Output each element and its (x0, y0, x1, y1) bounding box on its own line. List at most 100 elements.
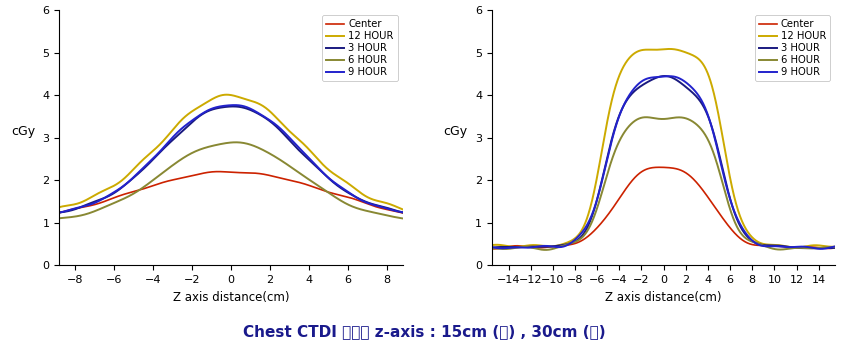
9 HOUR (217, 104, 227, 108)
6 HOUR (54, 216, 64, 220)
9 HOUR (830, 244, 840, 248)
12 HOUR (337, 177, 347, 181)
3 HOUR (228, 104, 238, 109)
Center (571, 241, 581, 245)
9 HOUR (54, 210, 64, 215)
Center (797, 245, 807, 249)
12 HOUR (487, 243, 497, 247)
12 HOUR (241, 97, 251, 101)
Center (655, 165, 665, 169)
3 HOUR (259, 115, 270, 119)
12 HOUR (713, 110, 723, 114)
6 HOUR (830, 245, 840, 250)
9 HOUR (259, 115, 270, 119)
6 HOUR (398, 216, 408, 221)
Center (713, 209, 723, 214)
12 HOUR (398, 207, 408, 211)
9 HOUR (337, 185, 347, 190)
3 HOUR (660, 74, 670, 78)
Center (595, 222, 605, 226)
6 HOUR (572, 239, 582, 243)
9 HOUR (755, 243, 765, 247)
12 HOUR (259, 105, 270, 109)
6 HOUR (259, 149, 270, 153)
6 HOUR (596, 194, 606, 198)
6 HOUR (641, 115, 651, 119)
Line: Center: Center (59, 172, 403, 213)
9 HOUR (797, 245, 807, 249)
6 HOUR (797, 246, 807, 250)
9 HOUR (390, 209, 400, 213)
6 HOUR (220, 141, 230, 146)
Center (830, 246, 840, 250)
3 HOUR (755, 242, 765, 246)
9 HOUR (241, 105, 251, 109)
X-axis label: Z axis distance(cm): Z axis distance(cm) (605, 290, 722, 304)
Y-axis label: cGy: cGy (11, 125, 35, 138)
12 HOUR (220, 93, 230, 97)
Center (337, 193, 347, 198)
3 HOUR (571, 239, 581, 243)
Center (487, 247, 497, 251)
Center (398, 211, 408, 215)
9 HOUR (220, 104, 230, 108)
9 HOUR (571, 237, 581, 241)
Y-axis label: cGy: cGy (444, 125, 468, 138)
3 HOUR (241, 106, 251, 110)
12 HOUR (797, 245, 807, 249)
Center (54, 211, 64, 215)
3 HOUR (220, 105, 230, 109)
Center (755, 243, 765, 247)
Line: 9 HOUR: 9 HOUR (59, 105, 403, 213)
9 HOUR (230, 103, 240, 107)
3 HOUR (390, 208, 400, 213)
Text: Chest CTDI 측정값 z-axis : 15cm (좌) , 30cm (우): Chest CTDI 측정값 z-axis : 15cm (좌) , 30cm … (243, 324, 605, 339)
12 HOUR (221, 92, 232, 97)
6 HOUR (540, 248, 550, 252)
Line: 6 HOUR: 6 HOUR (492, 117, 835, 250)
6 HOUR (390, 215, 400, 219)
3 HOUR (54, 210, 64, 215)
6 HOUR (584, 225, 594, 230)
6 HOUR (755, 242, 765, 246)
6 HOUR (487, 246, 497, 250)
3 HOUR (830, 246, 840, 250)
9 HOUR (595, 185, 605, 189)
9 HOUR (398, 210, 408, 214)
3 HOUR (595, 184, 605, 188)
12 HOUR (571, 236, 581, 240)
3 HOUR (337, 186, 347, 191)
12 HOUR (830, 245, 840, 249)
9 HOUR (816, 247, 826, 251)
Center (241, 171, 251, 175)
12 HOUR (791, 246, 801, 250)
12 HOUR (755, 240, 765, 245)
3 HOUR (820, 246, 830, 250)
Line: 12 HOUR: 12 HOUR (492, 49, 835, 248)
6 HOUR (241, 141, 251, 146)
Center (390, 209, 400, 213)
12 HOUR (217, 93, 227, 97)
3 HOUR (487, 246, 497, 250)
Line: 3 HOUR: 3 HOUR (492, 76, 835, 248)
9 HOUR (664, 74, 674, 78)
6 HOUR (713, 166, 723, 170)
Line: 9 HOUR: 9 HOUR (492, 76, 835, 249)
Line: 12 HOUR: 12 HOUR (59, 95, 403, 209)
12 HOUR (665, 47, 675, 51)
Center (218, 170, 228, 174)
6 HOUR (231, 140, 241, 144)
9 HOUR (487, 245, 497, 249)
Center (213, 170, 223, 174)
Legend: Center, 12 HOUR, 3 HOUR, 6 HOUR, 9 HOUR: Center, 12 HOUR, 3 HOUR, 6 HOUR, 9 HOUR (755, 15, 830, 81)
9 HOUR (713, 149, 723, 153)
Center (259, 172, 270, 177)
Line: Center: Center (492, 167, 835, 249)
Legend: Center, 12 HOUR, 3 HOUR, 6 HOUR, 9 HOUR: Center, 12 HOUR, 3 HOUR, 6 HOUR, 9 HOUR (322, 15, 398, 81)
3 HOUR (398, 210, 408, 215)
12 HOUR (54, 205, 64, 209)
9 HOUR (583, 220, 594, 224)
Center (220, 170, 231, 174)
3 HOUR (713, 147, 723, 151)
Line: 6 HOUR: 6 HOUR (59, 142, 403, 218)
